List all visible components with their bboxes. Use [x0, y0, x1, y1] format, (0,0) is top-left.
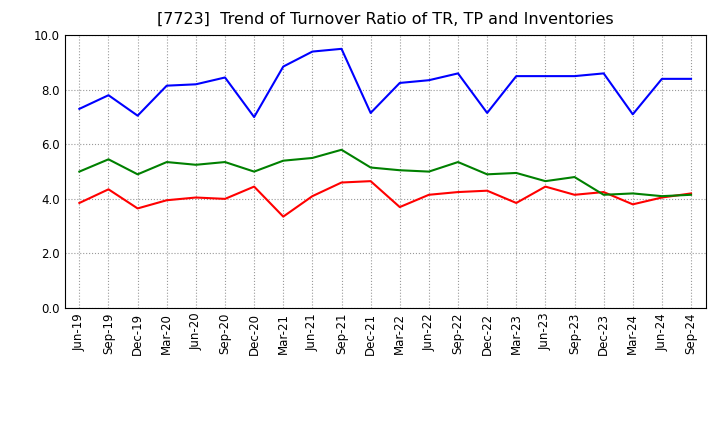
Inventories [308, 155, 317, 161]
Trade Payables [220, 75, 229, 80]
Trade Payables [308, 49, 317, 54]
Inventories [687, 192, 696, 198]
Trade Receivables [133, 206, 142, 211]
Trade Payables [75, 106, 84, 111]
Trade Receivables [570, 192, 579, 198]
Line: Inventories: Inventories [79, 150, 691, 196]
Inventories [395, 168, 404, 173]
Trade Receivables [425, 192, 433, 198]
Inventories [541, 179, 550, 184]
Trade Payables [279, 64, 287, 69]
Title: [7723]  Trend of Turnover Ratio of TR, TP and Inventories: [7723] Trend of Turnover Ratio of TR, TP… [157, 12, 613, 27]
Inventories [250, 169, 258, 174]
Trade Payables [657, 76, 666, 81]
Trade Payables [104, 92, 113, 98]
Trade Receivables [512, 200, 521, 205]
Trade Payables [483, 110, 492, 116]
Trade Receivables [629, 202, 637, 207]
Trade Payables [250, 114, 258, 120]
Inventories [629, 191, 637, 196]
Inventories [220, 159, 229, 165]
Trade Receivables [541, 184, 550, 189]
Line: Trade Payables: Trade Payables [79, 49, 691, 117]
Trade Receivables [454, 189, 462, 194]
Trade Receivables [687, 191, 696, 196]
Inventories [104, 157, 113, 162]
Trade Payables [599, 71, 608, 76]
Inventories [75, 169, 84, 174]
Trade Receivables [483, 188, 492, 193]
Inventories [337, 147, 346, 152]
Trade Payables [395, 80, 404, 85]
Inventories [599, 192, 608, 198]
Trade Receivables [192, 195, 200, 200]
Line: Trade Receivables: Trade Receivables [79, 181, 691, 216]
Trade Receivables [337, 180, 346, 185]
Trade Payables [629, 112, 637, 117]
Trade Payables [512, 73, 521, 79]
Trade Payables [570, 73, 579, 79]
Inventories [512, 170, 521, 176]
Trade Payables [454, 71, 462, 76]
Trade Payables [133, 113, 142, 118]
Trade Payables [192, 82, 200, 87]
Inventories [192, 162, 200, 167]
Inventories [425, 169, 433, 174]
Trade Receivables [279, 214, 287, 219]
Trade Receivables [250, 184, 258, 189]
Trade Payables [337, 46, 346, 51]
Trade Payables [425, 77, 433, 83]
Inventories [483, 172, 492, 177]
Inventories [279, 158, 287, 163]
Trade Receivables [163, 198, 171, 203]
Trade Payables [541, 73, 550, 79]
Trade Receivables [308, 194, 317, 199]
Trade Receivables [220, 196, 229, 202]
Inventories [163, 159, 171, 165]
Trade Receivables [104, 187, 113, 192]
Trade Receivables [395, 205, 404, 210]
Trade Receivables [599, 189, 608, 194]
Inventories [570, 174, 579, 180]
Inventories [657, 194, 666, 199]
Trade Payables [687, 76, 696, 81]
Trade Payables [366, 110, 375, 116]
Inventories [133, 172, 142, 177]
Inventories [454, 159, 462, 165]
Trade Receivables [366, 179, 375, 184]
Trade Receivables [657, 195, 666, 200]
Trade Receivables [75, 200, 84, 205]
Trade Payables [163, 83, 171, 88]
Inventories [366, 165, 375, 170]
